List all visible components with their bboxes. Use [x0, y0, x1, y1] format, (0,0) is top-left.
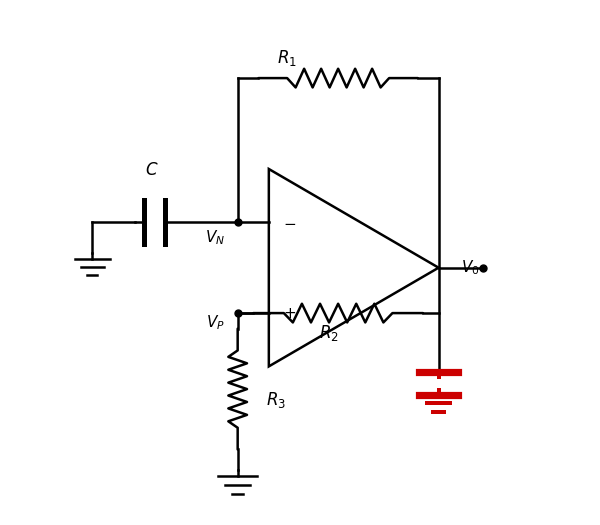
Text: $R_3$: $R_3$	[266, 390, 286, 410]
Text: $R_2$: $R_2$	[319, 323, 338, 343]
Text: $R_1$: $R_1$	[277, 48, 297, 68]
Text: $V_N$: $V_N$	[205, 229, 224, 247]
Text: $+$: $+$	[283, 306, 296, 321]
Text: $-$: $-$	[283, 215, 296, 230]
Text: $V_0$: $V_0$	[461, 258, 479, 277]
Text: $C$: $C$	[145, 161, 159, 180]
Text: $V_P$: $V_P$	[206, 313, 224, 332]
